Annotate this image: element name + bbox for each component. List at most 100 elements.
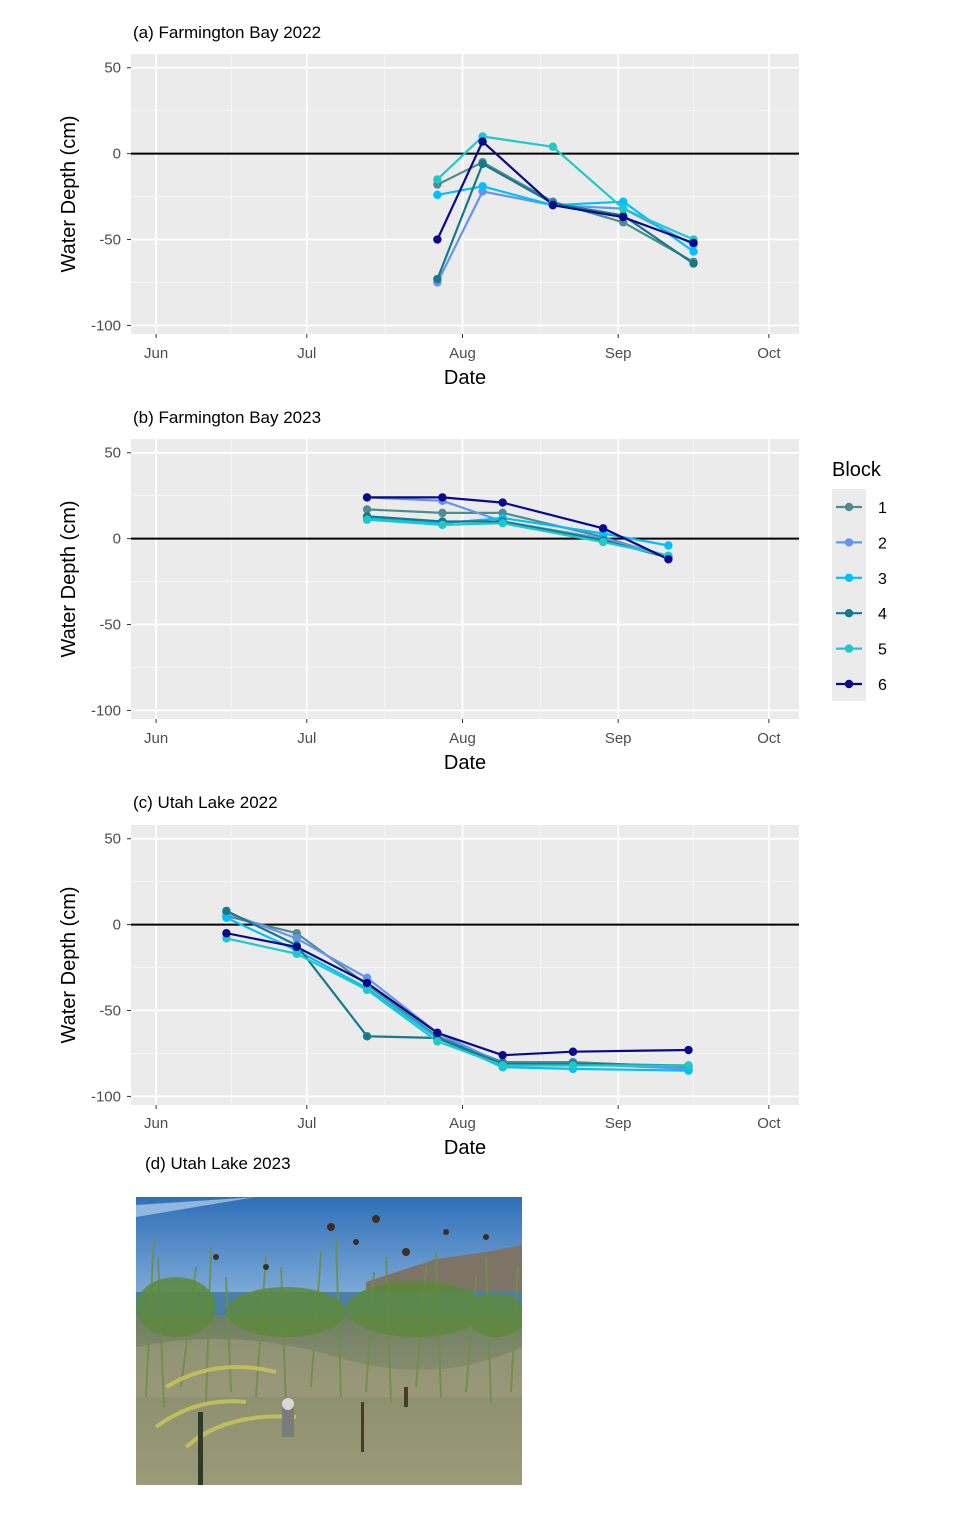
panel-b-series-5-point bbox=[598, 537, 608, 547]
panel-c-x-tick-label: Aug bbox=[449, 1115, 476, 1132]
panel-c-series-3-point bbox=[222, 913, 231, 922]
panel-c-series-6-point bbox=[362, 978, 372, 988]
panel-a-x-tick-label: Aug bbox=[449, 345, 476, 362]
panel-b-y-axis-label: Water Depth (cm) bbox=[58, 500, 80, 657]
panel-b-y-tick-label: -50 bbox=[99, 617, 121, 634]
panel-c-series-5-point bbox=[684, 1061, 693, 1070]
panel-a-y-tick-label: 50 bbox=[104, 60, 121, 77]
legend-label-4: 4 bbox=[878, 606, 887, 623]
panel-a-series-6-point bbox=[619, 212, 628, 222]
panel-c-series-5-point bbox=[292, 949, 301, 959]
panel-b-x-tick-label: Oct bbox=[757, 730, 781, 747]
legend-key-point-2 bbox=[844, 538, 854, 547]
panel-b-series-6-point bbox=[438, 493, 447, 502]
panel-a-x-tick-label: Jun bbox=[144, 345, 168, 362]
panel-a-series-6-point bbox=[433, 235, 442, 244]
panel-c-y-axis-label: Water Depth (cm) bbox=[58, 886, 80, 1043]
panel-c-series-5-point bbox=[433, 1037, 442, 1046]
legend-key-point-6 bbox=[844, 679, 854, 689]
panel-c-x-axis-label: Date bbox=[444, 1137, 486, 1159]
panel-c-series-5-point bbox=[568, 1061, 578, 1070]
panel-b-title: (b) Farmington Bay 2023 bbox=[133, 408, 321, 427]
panel-c-series-2-point bbox=[292, 934, 301, 943]
panel-c-y-tick-label: -50 bbox=[99, 1003, 121, 1020]
panel-a-series-5-point bbox=[619, 204, 628, 213]
panel-c-series-4-point bbox=[362, 1032, 372, 1041]
panel-d-title: (d) Utah Lake 2023 bbox=[145, 1154, 291, 1173]
panel-a-series-4-point bbox=[689, 259, 698, 268]
legend-title: Block bbox=[832, 459, 882, 481]
panel-c-plot-background bbox=[131, 825, 799, 1105]
panel-b-series-6-point bbox=[362, 493, 372, 502]
legend-label-3: 3 bbox=[878, 571, 887, 588]
panel-a-series-3-point bbox=[478, 182, 487, 191]
legend-label-6: 6 bbox=[878, 677, 887, 694]
panel-d-photo bbox=[136, 1197, 522, 1485]
panel-b-x-tick-label: Jul bbox=[297, 730, 316, 747]
panel-c-x-tick-label: Oct bbox=[757, 1115, 781, 1132]
panel-b-x-axis-label: Date bbox=[444, 752, 486, 774]
panel-c-y-tick-label: 50 bbox=[104, 831, 121, 848]
panel-a-series-3-point bbox=[619, 197, 628, 206]
legend-label-2: 2 bbox=[878, 535, 887, 552]
legend-key-point-4 bbox=[844, 609, 854, 618]
panel-a-series-5-point bbox=[548, 142, 558, 151]
panel-c-series-4-point bbox=[222, 906, 231, 916]
panel-a-y-axis-label: Water Depth (cm) bbox=[58, 115, 80, 272]
panel-a-series-3-point bbox=[433, 190, 442, 200]
panel-b-x-tick-label: Aug bbox=[449, 730, 476, 747]
panel-a-title: (a) Farmington Bay 2022 bbox=[133, 23, 321, 42]
legend-key-point-3 bbox=[844, 573, 854, 582]
panel-c-y-tick-label: -100 bbox=[91, 1088, 121, 1105]
panel-c-x-tick-label: Jul bbox=[297, 1115, 316, 1132]
panel-b-y-tick-label: 50 bbox=[104, 445, 121, 462]
legend-label-1: 1 bbox=[878, 500, 887, 517]
panel-a-series-5-point bbox=[433, 175, 442, 184]
panel-a-x-tick-label: Oct bbox=[757, 345, 781, 362]
panel-c-series-6-point bbox=[498, 1050, 507, 1060]
legend-label-5: 5 bbox=[878, 642, 887, 659]
panel-a-series-6-point bbox=[689, 238, 698, 248]
panel-c-series-6-point bbox=[568, 1047, 578, 1056]
panel-b-series-6-point bbox=[598, 524, 608, 533]
reeds-lake-photo bbox=[136, 1197, 522, 1485]
panel-c-series-6-point bbox=[222, 929, 231, 938]
panel-b-series-1-point bbox=[438, 508, 447, 518]
panel-a-y-tick-label: 0 bbox=[113, 146, 121, 163]
panel-b-series-1-point bbox=[362, 505, 372, 514]
legend-key-point-5 bbox=[844, 644, 854, 653]
panel-b-series-5-point bbox=[362, 515, 372, 524]
panel-a-y-tick-label: -100 bbox=[91, 317, 121, 334]
panel-a-series-4-point bbox=[433, 274, 442, 284]
panel-a-x-tick-label: Jul bbox=[297, 345, 316, 362]
legend-key-point-1 bbox=[844, 502, 854, 512]
panel-c-chart: (c) Utah Lake 2022 50 0 -50 -100 Jun Jul Aug Sep… bbox=[58, 793, 799, 1159]
panel-b-series-6-point bbox=[498, 498, 507, 507]
panel-b-y-tick-label: -100 bbox=[91, 702, 121, 719]
panel-a-series-4-point bbox=[478, 159, 487, 169]
panel-b-chart: (b) Farmington Bay 2023 50 0 -50 -100 Jun Jul A… bbox=[58, 408, 799, 774]
panel-a-series-3-point bbox=[689, 247, 698, 256]
panel-a-y-tick-label: -50 bbox=[99, 232, 121, 249]
panel-b-series-5-point bbox=[438, 520, 447, 530]
panel-a-series-6-point bbox=[478, 137, 487, 146]
panel-b-x-tick-label: Sep bbox=[605, 730, 632, 747]
panel-c-x-tick-label: Sep bbox=[605, 1115, 632, 1132]
panel-b-series-5-point bbox=[498, 518, 507, 528]
panel-b-x-tick-label: Jun bbox=[144, 730, 168, 747]
panel-b-y-tick-label: 0 bbox=[113, 531, 121, 548]
panel-a-x-axis-label: Date bbox=[444, 367, 486, 389]
panel-b-series-3-point bbox=[664, 541, 673, 550]
panel-a-chart: (a) Farmington Bay 2022 50 0 -50 -100 Jun Jul A… bbox=[58, 23, 799, 389]
panel-c-series-6-point bbox=[292, 942, 301, 952]
panel-c-series-6-point bbox=[433, 1028, 442, 1038]
panel-a-plot-background bbox=[131, 54, 799, 334]
panel-b-plot-background bbox=[131, 439, 799, 719]
legend: Block 1 2 3 4 5 6 bbox=[832, 459, 887, 701]
panel-c-series-5-point bbox=[362, 985, 372, 995]
panel-c-series-6-point bbox=[684, 1045, 693, 1055]
panel-a-x-tick-label: Sep bbox=[605, 345, 632, 362]
panel-c-x-tick-label: Jun bbox=[144, 1115, 168, 1132]
panel-c-y-tick-label: 0 bbox=[113, 917, 121, 934]
